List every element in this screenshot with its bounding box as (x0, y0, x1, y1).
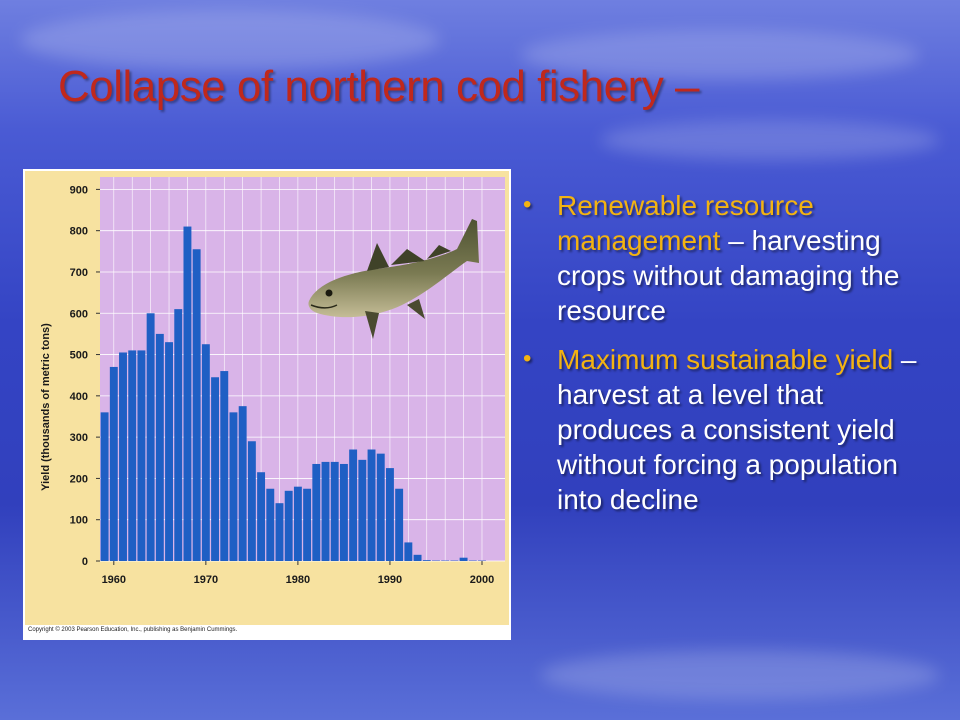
y-tick-label: 700 (70, 267, 88, 279)
bar (201, 344, 210, 561)
bar (358, 459, 367, 561)
bullet-text: – harvest at a level that produces a con… (557, 344, 917, 515)
bar (238, 406, 247, 561)
bar (321, 461, 330, 561)
bar (192, 249, 201, 561)
bar (174, 309, 183, 561)
bar (257, 472, 266, 561)
bar (339, 463, 348, 561)
y-tick-label: 600 (70, 308, 88, 320)
bullet-dot-icon: • (523, 345, 532, 372)
y-axis-label: Yield (thousands of metric tons) (40, 323, 52, 491)
bar (165, 342, 173, 561)
bars (100, 226, 486, 561)
bar (229, 412, 238, 561)
bullet-dot-icon: • (523, 191, 532, 218)
sky-streak (540, 650, 940, 700)
copyright-text: Copyright © 2003 Pearson Education, Inc.… (28, 627, 238, 633)
x-tick-label: 2000 (470, 574, 494, 586)
y-tick-label: 200 (70, 473, 88, 485)
y-tick-label: 500 (70, 350, 88, 362)
bar (422, 560, 431, 561)
bar (146, 313, 155, 561)
bar-chart: 0 100 200 300 400 500 600 700 800 900 1960 1970 198… (25, 171, 509, 625)
bar (284, 490, 293, 561)
bar (220, 371, 229, 561)
y-tick-label: 900 (70, 184, 88, 196)
sky-streak (600, 120, 940, 160)
bar (293, 486, 302, 561)
bar (137, 350, 146, 561)
bar (128, 350, 137, 561)
bar (376, 453, 385, 561)
bar (413, 554, 422, 561)
bar (330, 461, 339, 561)
y-tick-label: 0 (82, 556, 88, 568)
bullet-term: Renewable resource management (557, 190, 814, 256)
cod-fish-icon (308, 219, 479, 339)
bullet-list: • Renewable resource management – harves… (520, 188, 940, 531)
bar (275, 503, 284, 561)
x-tick-labels: 1960 1970 1980 1990 2000 (102, 561, 494, 586)
y-tick-label: 400 (70, 391, 88, 403)
bar (183, 226, 192, 561)
bar (266, 488, 275, 561)
bar (404, 542, 413, 561)
bar (211, 377, 220, 561)
bar (367, 449, 376, 561)
slide-title: Collapse of northern cod fishery – (58, 62, 699, 111)
bar (247, 441, 256, 561)
bullet-item: • Renewable resource management – harves… (520, 188, 940, 328)
sky-streak (20, 10, 440, 70)
bar (303, 488, 312, 561)
y-tick-label: 300 (70, 432, 88, 444)
sky-streak (520, 30, 920, 80)
bar (395, 488, 404, 561)
bar (349, 449, 358, 561)
bullet-item: • Maximum sustainable yield – harvest at… (520, 342, 940, 517)
bar (100, 412, 109, 561)
bar (119, 352, 127, 561)
chart-figure: 0 100 200 300 400 500 600 700 800 900 1960 1970 198… (23, 169, 511, 640)
bullet-term: Maximum sustainable yield (557, 344, 894, 375)
bullet-text: – harvesting crops without damaging the … (557, 225, 900, 326)
x-tick-label: 1990 (378, 574, 402, 586)
bar (155, 333, 164, 561)
bar (109, 366, 118, 561)
y-tick-labels: 0 100 200 300 400 500 600 700 800 900 (70, 184, 100, 568)
bar (459, 557, 468, 561)
x-tick-label: 1980 (286, 574, 310, 586)
y-tick-label: 800 (70, 226, 88, 238)
bar (385, 468, 394, 561)
bar (312, 463, 321, 561)
x-tick-label: 1960 (102, 574, 126, 586)
x-tick-label: 1970 (194, 574, 218, 586)
y-tick-label: 100 (70, 515, 88, 527)
